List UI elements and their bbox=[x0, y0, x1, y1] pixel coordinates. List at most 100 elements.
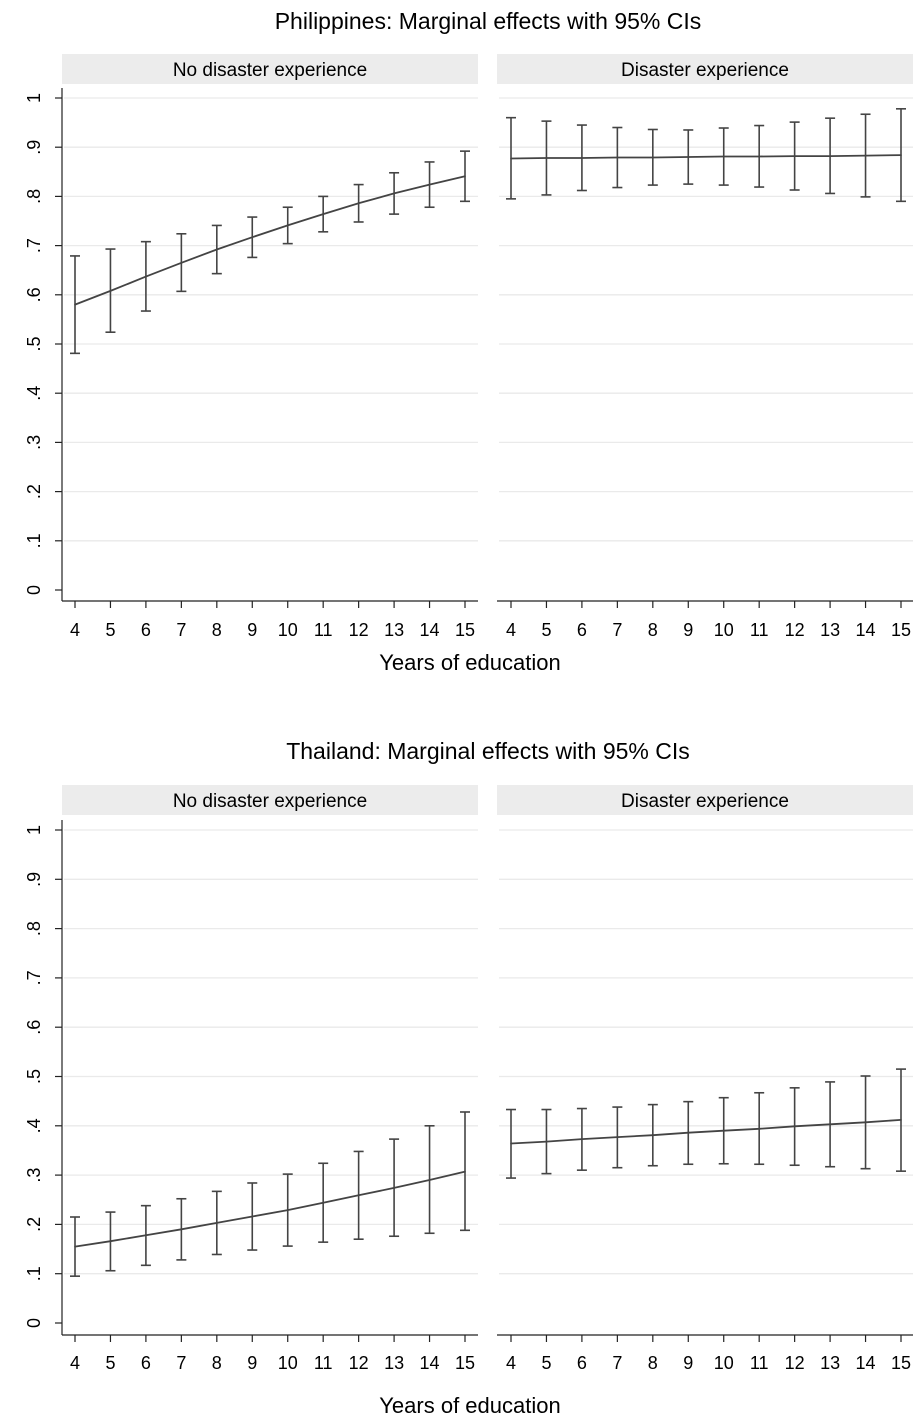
fig2-panel2-x-tick-label: 8 bbox=[648, 1353, 658, 1373]
fig2-y-tick-label: .7 bbox=[24, 970, 44, 985]
fig2-panel2-estimate-point bbox=[758, 1127, 760, 1130]
fig1-y-tick-label: .7 bbox=[24, 238, 44, 253]
fig1-panel1-estimate-point bbox=[322, 213, 324, 215]
fig1-panel1-estimate-point bbox=[464, 175, 466, 178]
fig1-panel2-strip bbox=[497, 54, 913, 84]
fig1-panel1-estimate-point bbox=[393, 192, 395, 195]
fig1-panel2-estimate-point bbox=[510, 157, 512, 160]
fig1-panel1-estimate-point bbox=[428, 183, 431, 186]
fig2-panel2-estimate-point bbox=[581, 1138, 583, 1140]
fig1-panel2-x-tick-label: 6 bbox=[577, 620, 587, 640]
fig2-panel1-x-tick-label: 14 bbox=[420, 1353, 440, 1373]
fig2-panel1-x-tick-label: 10 bbox=[278, 1353, 298, 1373]
fig2-panel2-strip-label: Disaster experience bbox=[621, 791, 789, 812]
fig1-panel2-x-tick-label: 15 bbox=[891, 620, 911, 640]
fig2-panel1-estimate-point bbox=[322, 1201, 324, 1204]
fig2-panel1-estimate-point bbox=[251, 1215, 254, 1218]
fig1-panel1-x-tick-label: 14 bbox=[420, 620, 440, 640]
fig2-panel2-estimate-point bbox=[616, 1136, 619, 1138]
fig1-y-tick-label: .4 bbox=[24, 386, 44, 401]
fig1-panel2-strip-label: Disaster experience bbox=[621, 60, 789, 81]
fig2-panel2-x-tick-label: 9 bbox=[683, 1353, 693, 1373]
fig2-panel1-x-tick-label: 15 bbox=[455, 1353, 475, 1373]
fig1-panel1-x-tick-label: 13 bbox=[384, 620, 404, 640]
fig2-panel1-estimate-point bbox=[357, 1194, 360, 1197]
fig1-title: Philippines: Marginal effects with 95% C… bbox=[275, 8, 702, 34]
fig2-panel2-estimate-point bbox=[687, 1131, 690, 1134]
fig1-panel2-estimate-point bbox=[758, 155, 760, 158]
fig2-panel1-x-tick-label: 6 bbox=[141, 1353, 151, 1373]
fig2-panel1-x-tick-label: 7 bbox=[176, 1353, 186, 1373]
fig2-panel2-x-tick-label: 10 bbox=[714, 1353, 734, 1373]
fig1-panel2-x-tick-label: 4 bbox=[506, 620, 516, 640]
fig1-panel1-x-tick-label: 12 bbox=[349, 620, 369, 640]
fig2-panel1-estimate-point bbox=[74, 1245, 76, 1248]
fig2-y-tick-label: .1 bbox=[24, 1266, 44, 1281]
fig1-panel2-x-tick-label: 12 bbox=[785, 620, 805, 640]
fig2-panel1-x-tick-label: 12 bbox=[349, 1353, 369, 1373]
fig1-panel1-estimate-point bbox=[180, 262, 183, 264]
fig2-y-tick-label: 0 bbox=[24, 1318, 44, 1328]
fig1-panel1-x-tick-label: 10 bbox=[278, 620, 298, 640]
fig2-panel1-x-tick-label: 9 bbox=[247, 1353, 257, 1373]
fig1-panel2-estimate-line bbox=[510, 154, 902, 160]
fig1-panel2-estimate-point bbox=[864, 154, 867, 157]
fig2-panel1-x-tick-label: 5 bbox=[105, 1353, 115, 1373]
fig1-panel1-estimate-point bbox=[286, 224, 289, 227]
fig1-panel2-estimate-point bbox=[616, 156, 619, 159]
fig1-panel2-estimate-point bbox=[687, 156, 690, 158]
fig2-panel2-estimate-line bbox=[510, 1119, 902, 1145]
fig1-x-axis-label: Years of education bbox=[379, 650, 560, 675]
fig1-y-tick-label: .5 bbox=[24, 336, 44, 351]
fig1-panel1-strip bbox=[62, 54, 478, 84]
fig2-panel2-x-tick-label: 14 bbox=[856, 1353, 876, 1373]
fig2-panel2-estimate-point bbox=[829, 1123, 831, 1126]
fig2-panel1-x-tick-label: 8 bbox=[212, 1353, 222, 1373]
fig1-panel1-x-tick-label: 15 bbox=[455, 620, 475, 640]
fig1-panel1-x-tick-label: 8 bbox=[212, 620, 222, 640]
fig1-y-tick-label: 0 bbox=[24, 585, 44, 595]
fig1-panel1-estimate-point bbox=[251, 236, 254, 239]
fig1-panel2-estimate-point bbox=[545, 157, 548, 159]
fig1-y-tick-label: .1 bbox=[24, 533, 44, 548]
fig1-panel1-estimate-point bbox=[145, 275, 147, 278]
fig2-panel1-strip-label: No disaster experience bbox=[173, 791, 367, 812]
fig2-panel2-estimate-point bbox=[900, 1119, 902, 1121]
fig1-panel2-x-tick-label: 7 bbox=[612, 620, 622, 640]
fig2-panel2-estimate-point bbox=[793, 1125, 796, 1128]
fig1-panel1-estimate-point bbox=[216, 248, 218, 251]
fig1-panel1-x-tick-label: 9 bbox=[247, 620, 257, 640]
fig1-panel2-estimate-point bbox=[793, 155, 796, 157]
fig1-y-tick-label: .3 bbox=[24, 435, 44, 450]
fig1-y-tick-label: .6 bbox=[24, 287, 44, 302]
fig2-panel2-estimate-point bbox=[722, 1129, 725, 1132]
fig2-panel2-estimate-point bbox=[510, 1142, 512, 1145]
fig2-panel2-x-tick-label: 7 bbox=[612, 1353, 622, 1373]
fig2-panel1-estimate-point bbox=[216, 1222, 218, 1224]
fig2-panel1-estimate-point bbox=[428, 1179, 431, 1181]
fig2-panel2-x-tick-label: 5 bbox=[541, 1353, 551, 1373]
fig2-panel2-x-tick-label: 11 bbox=[750, 1353, 769, 1373]
fig2-panel2-estimate-point bbox=[652, 1134, 654, 1136]
fig1-panel2-estimate-point bbox=[652, 156, 654, 159]
fig1-panel2-estimate-point bbox=[581, 157, 583, 159]
fig1-y-tick-label: .2 bbox=[24, 484, 44, 499]
fig1-panel1-x-tick-label: 4 bbox=[70, 620, 80, 640]
fig1-panel1-x-tick-label: 5 bbox=[105, 620, 115, 640]
fig2-y-tick-label: 1 bbox=[24, 825, 44, 835]
fig1-panel1-x-tick-label: 7 bbox=[176, 620, 186, 640]
fig2-y-tick-label: .8 bbox=[24, 921, 44, 936]
fig2-y-tick-label: .3 bbox=[24, 1168, 44, 1183]
fig2-y-tick-label: .4 bbox=[24, 1118, 44, 1133]
fig2-y-tick-label: .9 bbox=[24, 872, 44, 887]
fig2-panel2-strip bbox=[497, 785, 913, 815]
fig1-panel1-estimate-point bbox=[109, 290, 112, 292]
fig1-y-tick-label: .8 bbox=[24, 189, 44, 204]
fig1-panel2-x-tick-label: 14 bbox=[856, 620, 876, 640]
fig1-panel2-x-tick-label: 11 bbox=[750, 620, 769, 640]
fig2-panel2-x-tick-label: 15 bbox=[891, 1353, 911, 1373]
fig2-panel1-strip bbox=[62, 785, 478, 815]
fig2-panel1-estimate-point bbox=[109, 1240, 112, 1242]
